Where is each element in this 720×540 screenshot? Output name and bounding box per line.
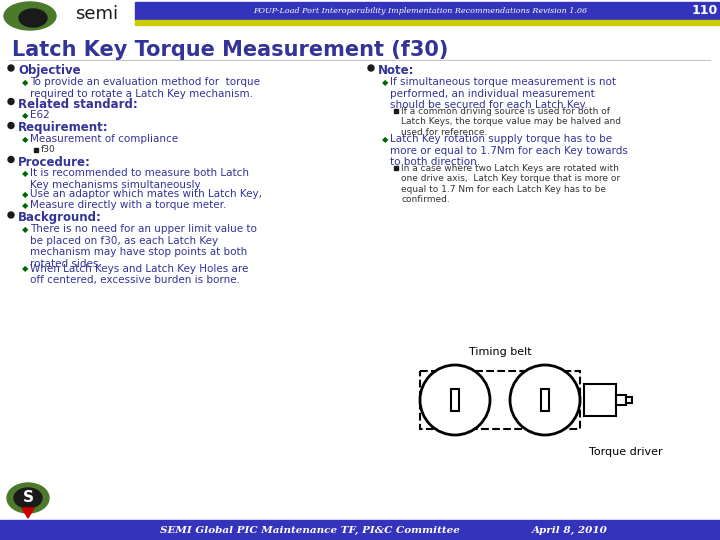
Bar: [0, 520, 720, 540]
Text: If simultaneous torque measurement is not
performed, an individual measurement
s: If simultaneous torque measurement is no…: [390, 77, 616, 110]
Text: Measure directly with a torque meter.: Measure directly with a torque meter.: [30, 200, 226, 210]
Ellipse shape: [14, 488, 42, 508]
Circle shape: [8, 157, 14, 163]
Text: In a case where two Latch Keys are rotated with
one drive axis,  Latch Key torqu: In a case where two Latch Keys are rotat…: [401, 164, 620, 204]
Bar: [584, 384, 616, 416]
Text: ◆: ◆: [22, 111, 29, 120]
Text: Related standard:: Related standard:: [18, 98, 138, 111]
Text: FOUP-Load Port Interoperability Implementation Recommendations Revision 1.06: FOUP-Load Port Interoperability Implemen…: [253, 7, 587, 15]
Text: Measurement of compliance: Measurement of compliance: [30, 134, 178, 145]
Text: Latch Key rotation supply torque has to be
more or equal to 1.7Nm for each Key t: Latch Key rotation supply torque has to …: [390, 134, 628, 167]
Polygon shape: [22, 508, 34, 518]
Ellipse shape: [7, 483, 49, 513]
Bar: [34, 147, 38, 152]
Bar: [394, 166, 398, 170]
Ellipse shape: [19, 9, 47, 27]
Text: Objective: Objective: [18, 64, 81, 77]
Text: ◆: ◆: [22, 265, 29, 273]
Bar: [616, 395, 626, 405]
Text: Torque driver: Torque driver: [589, 447, 663, 457]
Bar: [626, 397, 632, 403]
Text: To provide an evaluation method for  torque
required to rotate a Latch Key mecha: To provide an evaluation method for torq…: [30, 77, 260, 99]
Bar: [541, 389, 549, 411]
Text: ◆: ◆: [22, 136, 29, 145]
Text: ◆: ◆: [22, 190, 29, 199]
Text: Procedure:: Procedure:: [18, 156, 91, 168]
Bar: [420, 371, 580, 429]
Text: E62: E62: [30, 111, 50, 120]
Text: ◆: ◆: [382, 135, 389, 144]
Text: ◆: ◆: [22, 201, 29, 210]
Text: Background:: Background:: [18, 211, 102, 224]
Text: ◆: ◆: [22, 78, 29, 87]
Text: If a common driving source is used for both of
Latch Keys, the torque value may : If a common driving source is used for b…: [401, 107, 621, 137]
Circle shape: [8, 123, 14, 129]
Circle shape: [8, 65, 14, 71]
Text: SEMI Global PIC Maintenance TF, PI&C Committee: SEMI Global PIC Maintenance TF, PI&C Com…: [160, 525, 460, 535]
Text: There is no need for an upper limit value to
be placed on f30, as each Latch Key: There is no need for an upper limit valu…: [30, 224, 257, 269]
Text: Timing belt: Timing belt: [469, 347, 531, 357]
Text: It is recommended to measure both Latch
Key mechanisms simultaneously: It is recommended to measure both Latch …: [30, 168, 249, 190]
Text: ◆: ◆: [382, 78, 389, 87]
Text: ◆: ◆: [22, 170, 29, 179]
Text: Requirement:: Requirement:: [18, 122, 109, 134]
Circle shape: [510, 365, 580, 435]
Text: 110: 110: [692, 4, 718, 17]
Bar: [0, 0, 720, 33]
Bar: [451, 389, 459, 411]
Text: When Latch Keys and Latch Key Holes are
off centered, excessive burden is borne.: When Latch Keys and Latch Key Holes are …: [30, 264, 248, 285]
Text: semi: semi: [75, 5, 118, 23]
Ellipse shape: [4, 2, 56, 30]
Circle shape: [8, 98, 14, 105]
Text: f30: f30: [41, 145, 55, 154]
Circle shape: [368, 65, 374, 71]
Circle shape: [8, 212, 14, 218]
Text: Use an adaptor which mates with Latch Key,: Use an adaptor which mates with Latch Ke…: [30, 189, 262, 199]
Circle shape: [420, 365, 490, 435]
Bar: [394, 109, 398, 113]
Text: ◆: ◆: [22, 225, 29, 234]
Bar: [135, 20, 720, 25]
Text: Note:: Note:: [378, 64, 415, 77]
Text: April 8, 2010: April 8, 2010: [532, 525, 608, 535]
Bar: [135, 2, 720, 20]
Text: S: S: [22, 490, 34, 505]
Text: Latch Key Torque Measurement (f30): Latch Key Torque Measurement (f30): [12, 40, 449, 60]
